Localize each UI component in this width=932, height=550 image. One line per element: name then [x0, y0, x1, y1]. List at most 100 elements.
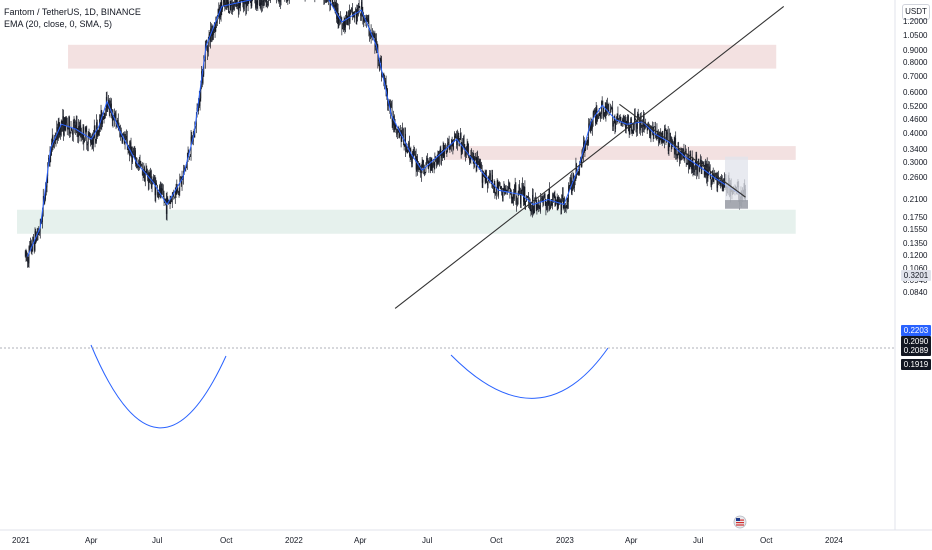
candle-body: [599, 113, 601, 118]
candle-body: [706, 163, 708, 179]
candle-body: [29, 246, 31, 248]
candle-body: [688, 164, 690, 168]
candle-body: [522, 185, 523, 188]
time-tick-label: Apr: [625, 536, 638, 545]
time-tick-label: Oct: [760, 536, 773, 545]
trendline-0[interactable]: [394, 5, 785, 309]
event-flag[interactable]: [733, 515, 747, 529]
ema-20-line[interactable]: [27, 0, 742, 257]
candle-body: [397, 129, 399, 133]
candle-body: [45, 187, 46, 200]
symbol-title[interactable]: Fantom / TetherUS, 1D, BINANCE: [4, 7, 141, 17]
candle-body: [474, 157, 475, 164]
candle-body: [532, 194, 533, 211]
demand-zone-2[interactable]: [17, 209, 796, 234]
candle-body: [672, 141, 674, 145]
candle-body: [610, 108, 612, 110]
candle-body: [491, 175, 493, 184]
candle-body: [103, 113, 105, 120]
candle-body: [355, 11, 356, 13]
candle-body: [721, 177, 722, 180]
candle-body: [400, 133, 402, 142]
candle-body: [31, 249, 33, 252]
candle-body: [634, 114, 636, 120]
measure-box[interactable]: [725, 156, 748, 209]
candle-body: [468, 147, 469, 158]
candle-body: [416, 159, 418, 170]
candle-body: [176, 186, 178, 195]
candle-body: [432, 164, 433, 169]
candle-body: [649, 127, 650, 133]
candle-body: [503, 185, 505, 191]
candle-body: [348, 11, 350, 22]
candle-body: [68, 117, 70, 128]
candle-body: [575, 163, 577, 175]
candle-body: [487, 181, 488, 186]
candle-body: [436, 158, 437, 162]
candle-body: [52, 136, 54, 145]
candle-body: [636, 127, 638, 129]
candle-body: [334, 4, 336, 7]
candle-body: [559, 199, 560, 203]
candle-body: [351, 7, 352, 10]
candle-body: [490, 173, 491, 181]
candle-body: [71, 127, 73, 131]
candle-body: [439, 153, 440, 163]
candle-body: [640, 116, 641, 131]
candle-body: [664, 128, 665, 142]
rounded-bottom-curve-2[interactable]: [450, 347, 609, 399]
candle-body: [592, 124, 593, 129]
price-tick-label: 0.1550: [903, 225, 928, 235]
indicator-label[interactable]: EMA (20, close, 0, SMA, 5): [4, 19, 113, 29]
drawings: [90, 5, 785, 429]
candle-body: [622, 119, 623, 122]
candle-body: [251, 0, 253, 6]
candle-body: [499, 182, 500, 185]
candle-body: [691, 157, 693, 170]
candle-body: [627, 115, 629, 120]
candle-body: [433, 163, 434, 165]
price-axis[interactable]: 1.2000 1.0500 0.9000 0.8000 0.7000 0.6000 0.52…: [895, 0, 932, 530]
candle-body: [444, 148, 445, 157]
candle-body: [445, 148, 447, 152]
candle-body: [367, 18, 369, 21]
candle-body: [39, 231, 40, 233]
candle-body: [342, 21, 344, 28]
rounded-bottom-curve-1[interactable]: [90, 344, 227, 429]
time-axis[interactable]: 2021 Apr Jul Oct 2022 Apr Jul Oct 2023 Apr Jul Oct 2…: [0, 530, 895, 550]
candle-body: [65, 117, 67, 131]
candle-body: [706, 163, 707, 176]
price-tick-label: 0.6000: [903, 87, 928, 97]
candle-body: [559, 201, 561, 203]
candle-body: [85, 127, 87, 132]
candle-body: [637, 113, 638, 129]
candle-body: [472, 156, 473, 157]
candle-body: [478, 161, 480, 163]
candle-body: [361, 1, 362, 16]
candle-body: [492, 175, 493, 187]
supply-zone-0[interactable]: [68, 44, 777, 69]
candle-body: [562, 194, 564, 209]
candle-body: [82, 126, 84, 139]
candle-body: [246, 0, 247, 8]
candle-body: [664, 128, 666, 131]
candle-body: [255, 0, 256, 8]
candle-body: [335, 3, 337, 7]
supply-zone-1[interactable]: [444, 146, 796, 160]
candle-body: [668, 143, 670, 151]
candle-body: [697, 164, 698, 175]
currency-unit-button[interactable]: USDT: [902, 4, 930, 20]
candle-body: [150, 170, 152, 188]
candle-body: [433, 163, 435, 166]
candle-body: [114, 112, 115, 121]
candle-body: [34, 231, 36, 251]
candle-body: [540, 199, 542, 210]
candle-body: [100, 110, 102, 125]
trendline-1[interactable]: [619, 103, 746, 198]
candle-body: [502, 190, 504, 198]
candle-body: [66, 117, 67, 124]
candle-body: [476, 157, 478, 168]
candle-body: [48, 157, 49, 163]
candle-body: [129, 146, 130, 156]
